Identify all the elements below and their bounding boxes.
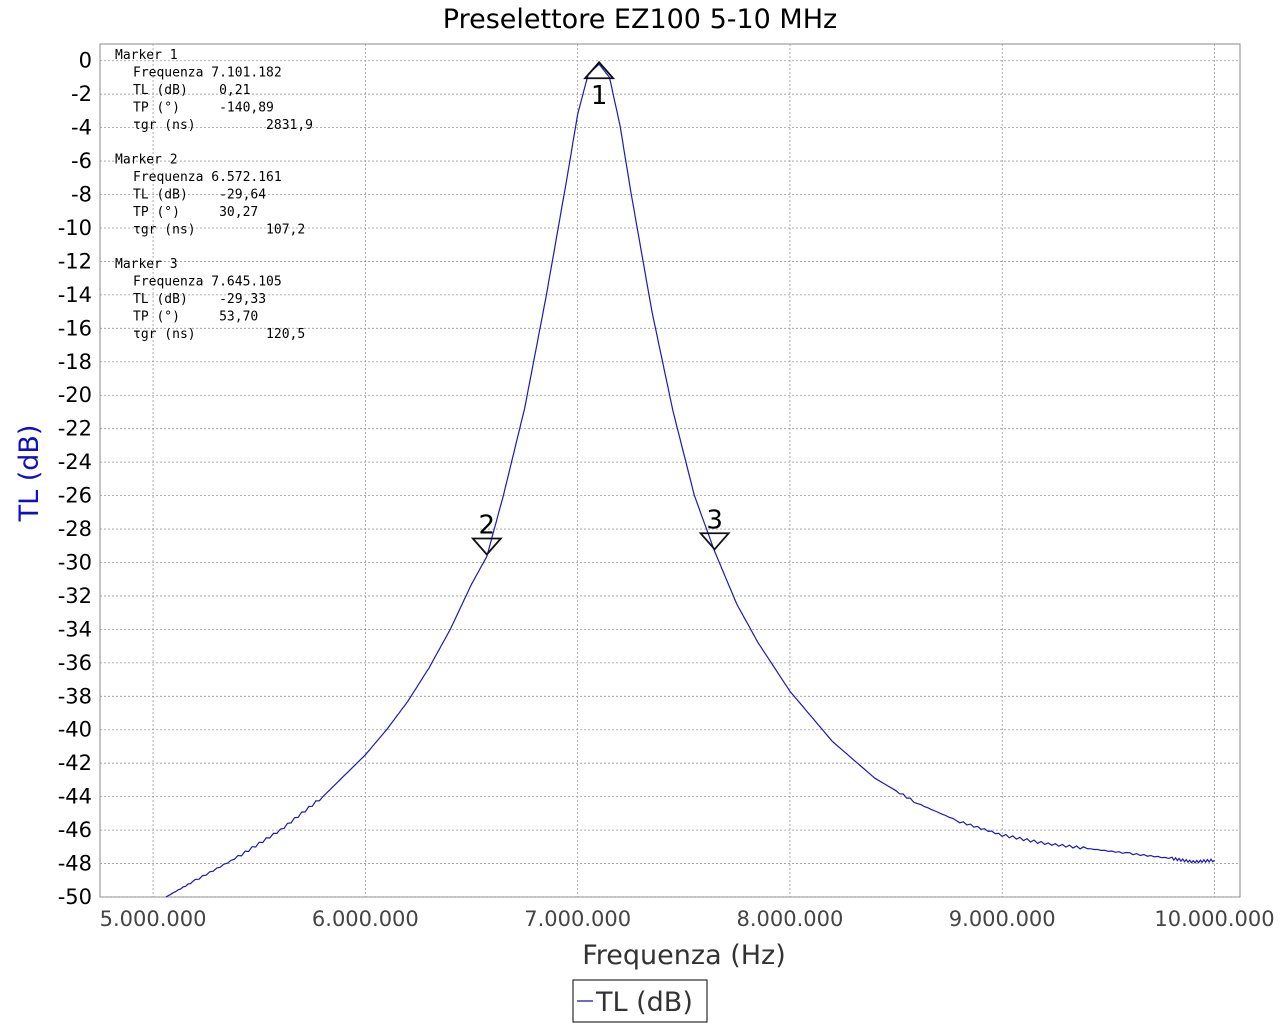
- marker-info-line: Frequenza 6.572.161: [133, 170, 282, 185]
- y-tick-label: -36: [58, 651, 92, 675]
- marker-info-header: Marker 1: [115, 48, 178, 63]
- y-tick-label: -46: [58, 818, 92, 842]
- series-line-tl: [165, 63, 1215, 898]
- y-axis-label: TL (dB): [14, 425, 45, 523]
- y-tick-label: -32: [58, 584, 92, 608]
- plot-frame: [99, 43, 1241, 898]
- marker-info-line: τgr (ns) 2831,9: [133, 118, 313, 133]
- legend: TL (dB): [572, 979, 708, 1023]
- y-tick-label: -22: [58, 417, 92, 441]
- x-tick-label: 10.000.000: [1154, 907, 1274, 931]
- marker-info-header: Marker 2: [115, 153, 178, 168]
- marker-info-header: Marker 3: [115, 257, 178, 272]
- y-tick-label: -50: [58, 885, 92, 909]
- marker-number-3: 3: [706, 505, 723, 535]
- y-tick-label: -20: [58, 383, 92, 407]
- marker-triangle-1: [583, 60, 616, 80]
- y-tick-label: -34: [58, 617, 92, 641]
- y-tick-label: -10: [58, 216, 92, 240]
- x-tick-label: 7.000.000: [524, 907, 631, 931]
- y-tick-label: -6: [71, 149, 92, 173]
- y-tick-label: -30: [58, 550, 92, 574]
- y-tick-label: -38: [58, 684, 92, 708]
- marker-info-line: TL (dB) -29,64: [133, 188, 266, 203]
- y-tick-label: 0: [79, 49, 92, 73]
- y-tick-label: -28: [58, 517, 92, 541]
- y-tick-label: -8: [71, 183, 92, 207]
- x-tick-label: 6.000.000: [312, 907, 419, 931]
- marker-info-line: TL (dB) -29,33: [133, 292, 266, 307]
- y-tick-label: -24: [58, 450, 92, 474]
- legend-box: [572, 979, 708, 1023]
- x-tick-label: 8.000.000: [736, 907, 843, 931]
- plot-area: 1 2 3 Marker 1 Frequenza 7.101.182 TL (dB) 0…: [99, 43, 1241, 898]
- marker-info-line: TP (°) -140,89: [133, 101, 274, 116]
- y-axis-ticks: 0 -2 -4 -6 -8 -10 -12 -14 -16 -18 -20 -22 -24 -26 -28 -…: [58, 49, 92, 909]
- marker-info-line: τgr (ns) 120,5: [133, 327, 305, 342]
- x-axis-label: Frequenza (Hz): [582, 940, 786, 971]
- x-tick-label: 5.000.000: [100, 907, 207, 931]
- y-tick-label: -42: [58, 751, 92, 775]
- y-tick-label: -2: [71, 82, 92, 106]
- marker-triangle-2: [470, 537, 503, 556]
- marker-info-line: TL (dB) 0,21: [133, 83, 250, 98]
- series-layer: [165, 63, 1215, 898]
- y-tick-label: -14: [58, 283, 92, 307]
- x-tick-label: 9.000.000: [949, 907, 1056, 931]
- chart-title: Preselettore EZ100 5-10 MHz: [443, 4, 837, 35]
- x-axis-ticks: 5.000.000 6.000.000 7.000.000 8.000.000 9.00…: [100, 907, 1275, 931]
- y-tick-label: -4: [71, 116, 92, 140]
- y-tick-label: -44: [58, 785, 92, 809]
- marker-info-line: TP (°) 53,70: [133, 310, 258, 325]
- marker-number-2: 2: [479, 510, 496, 540]
- marker-layer: 1 2 3: [470, 60, 731, 556]
- y-tick-label: -12: [58, 249, 92, 273]
- y-tick-label: -40: [58, 718, 92, 742]
- marker-triangle-3: [698, 532, 731, 551]
- marker-info-line: Frequenza 7.645.105: [133, 275, 282, 290]
- marker-info-line: τgr (ns) 107,2: [133, 223, 305, 238]
- marker-info-line: Frequenza 7.101.182: [133, 66, 282, 81]
- marker-info-panel: Marker 1 Frequenza 7.101.182 TL (dB) 0,21 T…: [115, 48, 313, 342]
- y-tick-label: -26: [58, 484, 92, 508]
- marker-number-1: 1: [591, 81, 608, 111]
- marker-info-line: TP (°) 30,27: [133, 205, 258, 220]
- grid: [100, 44, 1240, 898]
- y-tick-label: -16: [58, 316, 92, 340]
- legend-label: TL (dB): [595, 987, 693, 1018]
- y-tick-label: -18: [58, 350, 92, 374]
- y-tick-label: -48: [58, 852, 92, 876]
